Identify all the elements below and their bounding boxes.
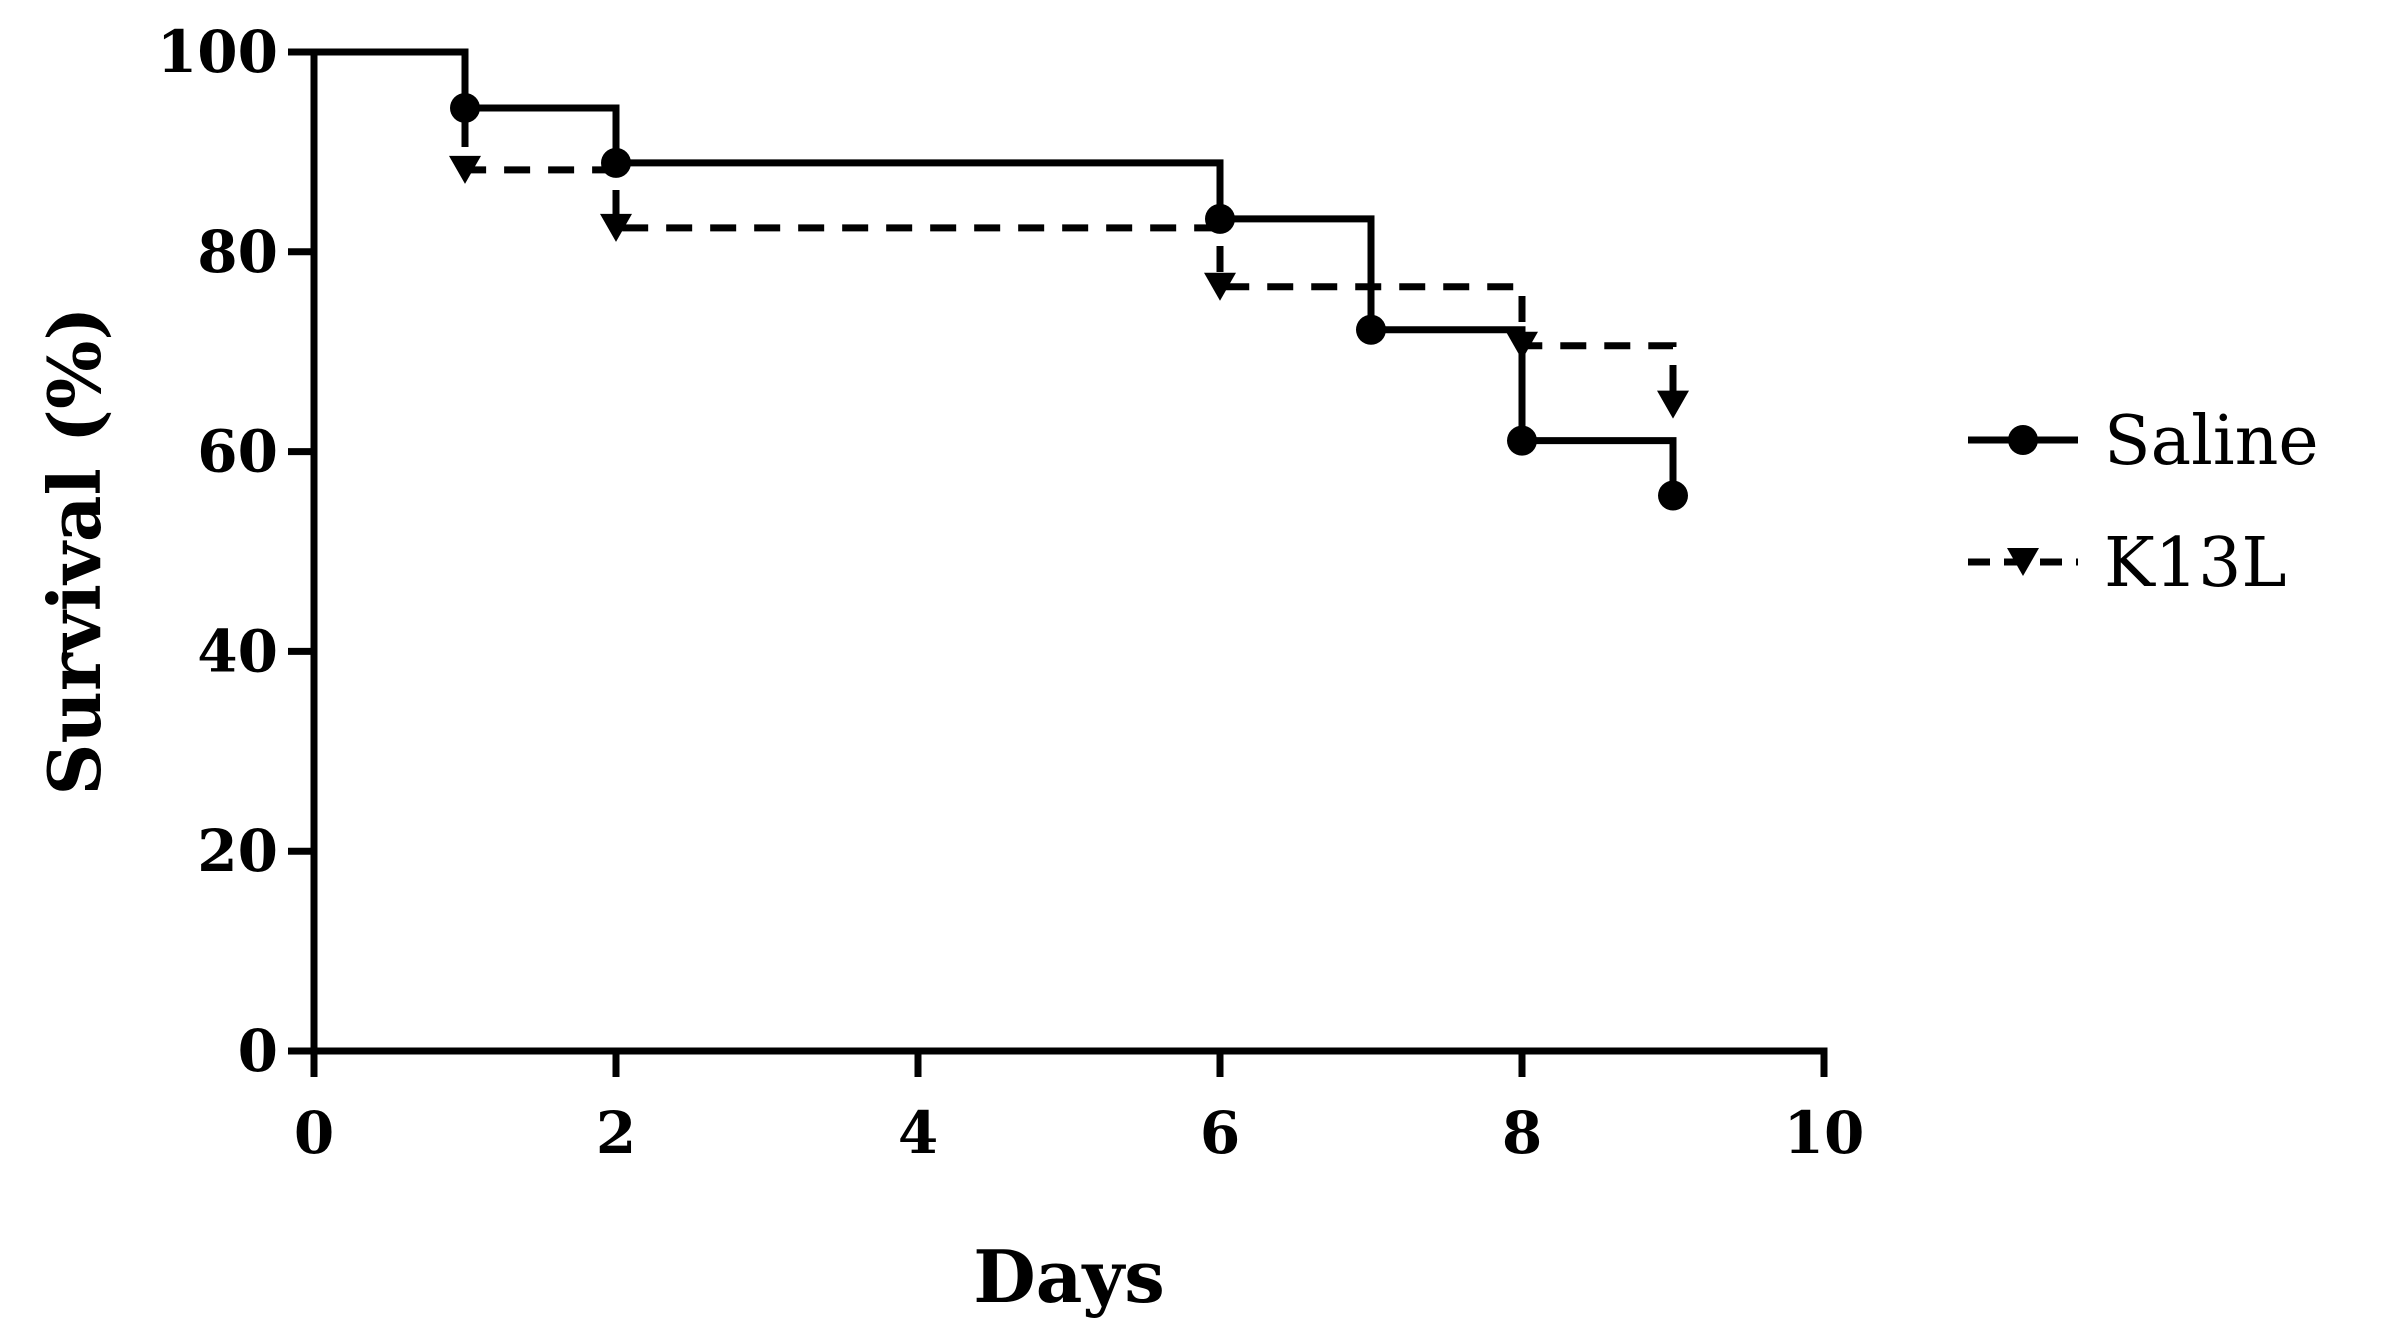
x-tick-label: 8 [1502,1099,1542,1167]
legend-marker [2008,425,2038,455]
y-tick-label: 0 [238,1017,278,1085]
y-tick-label: 100 [157,18,278,86]
data-point-k13l [600,213,632,242]
data-point-saline [1658,480,1688,511]
y-ticks: 0 20 40 60 80 100 [157,18,314,1085]
y-tick-label: 60 [197,418,278,486]
y-tick-label: 80 [197,218,278,286]
series-line-saline [314,48,1677,496]
series-layer [314,48,1689,511]
x-tick-label: 0 [294,1099,334,1167]
legend: Saline K13L [1968,402,2319,603]
legend-label: Saline [2104,402,2319,481]
x-axis-title: Days [973,1234,1164,1319]
legend-marker [2007,548,2039,576]
y-tick-label: 20 [197,817,278,885]
x-tick-label: 2 [596,1099,636,1167]
data-point-k13l [449,155,481,184]
x-tick-label: 10 [1784,1099,1865,1167]
series-saline [314,48,1688,511]
data-point-k13l [1657,390,1689,419]
data-point-saline [450,92,480,123]
data-point-k13l [1204,272,1236,301]
data-point-saline [1205,203,1235,234]
data-point-saline [1356,314,1386,345]
data-point-saline [1507,425,1537,456]
x-tick-label: 6 [1200,1099,1240,1167]
axes [310,48,1828,1055]
legend-label: K13L [2104,524,2286,603]
legend-item-saline: Saline [1968,402,2319,481]
y-axis-title: Survival (%) [32,307,117,796]
x-tick-label: 4 [898,1099,938,1167]
x-ticks: 0 2 4 6 8 10 [294,1051,1865,1167]
legend-item-k13l: K13L [1968,524,2286,603]
y-tick-label: 40 [197,617,278,685]
data-point-saline [601,147,631,178]
